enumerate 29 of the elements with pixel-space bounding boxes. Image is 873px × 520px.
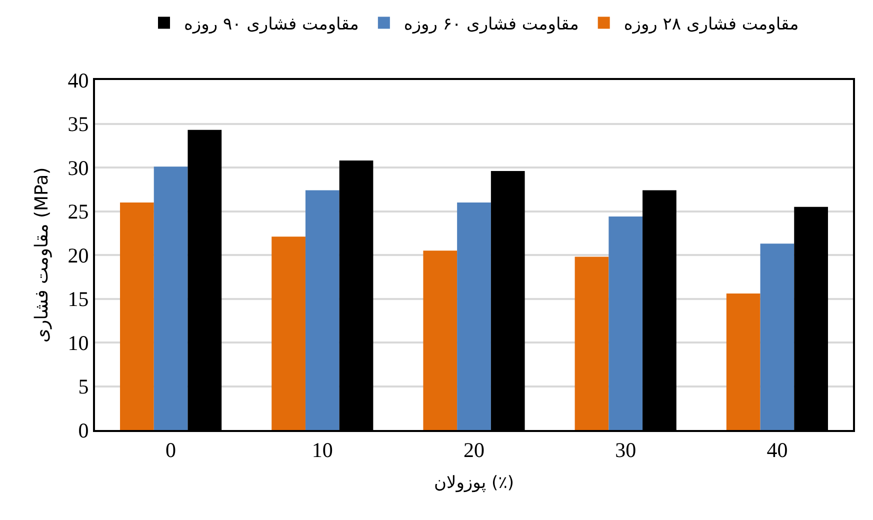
x-tick-label: 0 — [166, 438, 176, 462]
legend-label: مقاومت فشاری ۲۸ روزه — [624, 14, 799, 34]
x-axis-title: پوزولان (٪) — [434, 473, 514, 494]
bar — [457, 202, 491, 430]
bar — [608, 216, 643, 430]
legend-label: مقاومت فشاری ۶۰ روزه — [404, 14, 579, 34]
bar — [272, 236, 306, 430]
bar — [574, 256, 609, 430]
y-tick-label: 30 — [68, 156, 89, 180]
bar — [120, 202, 154, 430]
bar — [423, 250, 458, 430]
y-axis-title: مقاومت فشاری (MPa) — [32, 167, 52, 343]
x-tick-label: 20 — [464, 438, 484, 462]
x-tick-label: 40 — [766, 438, 788, 462]
y-tick-label: 15 — [68, 287, 89, 312]
legend-label: مقاومت فشاری ۹۰ روزه — [184, 14, 359, 34]
y-tick-label: 0 — [78, 418, 89, 442]
y-tick-label: 25 — [68, 200, 89, 224]
bar — [726, 294, 760, 430]
y-tick-label: 10 — [68, 330, 89, 355]
x-tick-label: 10 — [312, 438, 333, 462]
y-tick-label: 35 — [68, 112, 89, 136]
y-tick-label: 5 — [78, 374, 89, 399]
y-tick-label: 40 — [68, 68, 89, 92]
bar — [760, 244, 794, 430]
bar — [305, 190, 340, 430]
bar — [154, 166, 188, 430]
y-tick-label: 20 — [68, 243, 89, 268]
x-tick-label: 30 — [615, 438, 636, 462]
